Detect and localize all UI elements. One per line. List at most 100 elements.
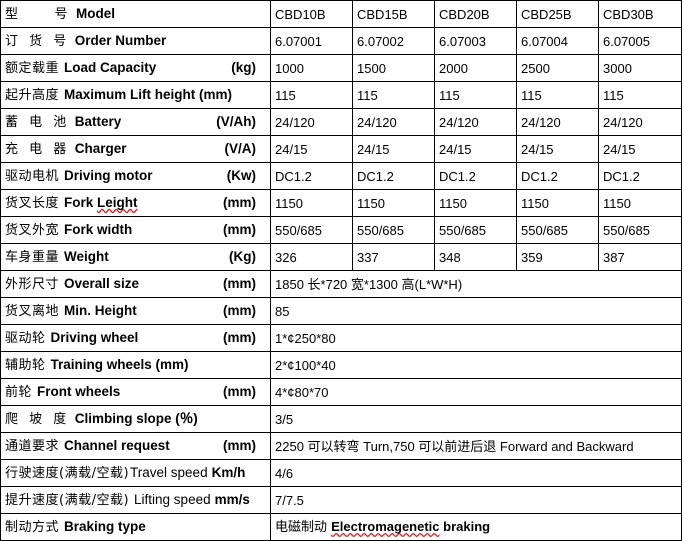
row-label-unit: (mm) xyxy=(223,384,256,399)
row-value-cell: 24/120 xyxy=(352,108,435,136)
row-value-text: 2*¢100*40 xyxy=(275,357,336,373)
row-value-merged: 3/5 xyxy=(270,405,682,433)
row-label-cn: 驱动轮 xyxy=(5,331,46,346)
row-label-cn: 车身重量 xyxy=(5,250,60,265)
row-label-cell: 额定载重 Load Capacity (kg) xyxy=(0,54,271,82)
row-label-cn: 驱动电机 xyxy=(5,169,60,184)
row-label-cell: 驱动电机 Driving motor (Kw) xyxy=(0,162,271,190)
row-value-cell: 1150 xyxy=(434,189,517,217)
row-label-unit: (V/Ah) xyxy=(216,114,256,129)
row-value-text: 85 xyxy=(275,303,290,319)
table-row: 型 号 Model CBD10B CBD15B CBD20B CBD25B CBD30B xyxy=(0,0,682,28)
row-label-en: Charger xyxy=(74,141,127,156)
row-label-cn: 制动方式 xyxy=(5,520,60,535)
row-label-en: Order Number xyxy=(74,33,167,48)
row-value-cell: 115 xyxy=(434,81,517,109)
row-value-cell: 1500 xyxy=(352,54,435,82)
row-label-en: Fork width xyxy=(64,222,133,237)
row-value-text: 1*¢250*80 xyxy=(275,330,336,346)
row-label-cell: 货叉离地 Min. Height (mm) xyxy=(0,297,271,325)
row-value-cell: 6.07001 xyxy=(270,27,353,55)
row-value-text: 7/7.5 xyxy=(275,492,304,508)
row-value-cell: 6.07003 xyxy=(434,27,517,55)
row-label-unit: Km/h xyxy=(211,465,246,480)
table-row: 驱动电机 Driving motor (Kw) DC1.2 DC1.2 DC1.2 DC1.… xyxy=(0,162,682,190)
row-value-cell: 115 xyxy=(516,81,599,109)
row-label-en: Min. Height xyxy=(64,303,137,318)
row-value-cell: 2500 xyxy=(516,54,599,82)
row-label-en: Travel speed xyxy=(130,465,208,480)
row-value-text: 4*¢80*70 xyxy=(275,384,329,400)
row-label-cell: 驱动轮 Driving wheel (mm) xyxy=(0,324,271,352)
row-value-merged: 电磁制动 Electromagenetic braking xyxy=(270,513,682,541)
row-label-cn: 起升高度 xyxy=(5,88,60,103)
row-value-cell: 6.07005 xyxy=(598,27,682,55)
row-value-merged: 7/7.5 xyxy=(270,486,682,514)
row-label-en: Battery xyxy=(74,114,122,129)
row-label-unit: (mm) xyxy=(223,438,256,453)
row-label-en: Model xyxy=(76,6,116,21)
row-label-unit: mm/s xyxy=(214,492,250,507)
row-value-cell: 550/685 xyxy=(352,216,435,244)
row-label-cell: 行驶速度(满载/空载) Travel speed Km/h xyxy=(0,459,271,487)
table-row: 额定载重 Load Capacity (kg) 1000 1500 2000 2500 300… xyxy=(0,54,682,82)
row-label-en: Maximum Lift height (mm) xyxy=(64,87,233,102)
table-row: 蓄 电 池 Battery (V/Ah) 24/120 24/120 24/120 24/1… xyxy=(0,108,682,136)
row-value-cell: CBD15B xyxy=(352,0,435,28)
table-row: 货叉离地 Min. Height (mm) 85 xyxy=(0,297,682,325)
row-value-cell: 24/120 xyxy=(516,108,599,136)
table-row: 提升速度(满载/空载) Lifting speed mm/s 7/7.5 xyxy=(0,486,682,514)
row-value-cell: CBD30B xyxy=(598,0,682,28)
row-value-cell: CBD25B xyxy=(516,0,599,28)
row-value-cell: 359 xyxy=(516,243,599,271)
row-label-cell: 货叉外宽 Fork width (mm) xyxy=(0,216,271,244)
row-label-en: Load Capacity xyxy=(64,60,157,75)
row-label-cn: 货叉长度 xyxy=(5,196,60,211)
row-value-cell: DC1.2 xyxy=(434,162,517,190)
spellcheck-word: Leight xyxy=(97,195,138,210)
row-label-cell: 型 号 Model xyxy=(0,0,271,28)
row-value-cell: 1150 xyxy=(352,189,435,217)
row-label-unit: (V/A) xyxy=(224,141,257,156)
row-value-cell: DC1.2 xyxy=(598,162,682,190)
table-row: 辅助轮 Training wheels (mm) 2*¢100*40 xyxy=(0,351,682,379)
row-value-cell: 1000 xyxy=(270,54,353,82)
row-label-unit: (mm) xyxy=(223,276,256,291)
row-value-cell: CBD20B xyxy=(434,0,517,28)
row-label-en: Braking type xyxy=(64,519,146,534)
row-label-cell: 提升速度(满载/空载) Lifting speed mm/s xyxy=(0,486,271,514)
row-value-cell: 24/15 xyxy=(598,135,682,163)
row-value-cell: 24/15 xyxy=(270,135,353,163)
row-value-cell: 1150 xyxy=(598,189,682,217)
row-label-cn: 通道要求 xyxy=(5,439,60,454)
row-label-cn: 蓄 电 池 xyxy=(5,115,70,130)
row-value-cell: 550/685 xyxy=(516,216,599,244)
row-value-cell: 337 xyxy=(352,243,435,271)
row-value-cell: 115 xyxy=(352,81,435,109)
table-row: 前轮 Front wheels (mm) 4*¢80*70 xyxy=(0,378,682,406)
row-label-cn: 货叉离地 xyxy=(5,304,60,319)
table-row: 订 货 号 Order Number 6.07001 6.07002 6.07003 6.… xyxy=(0,27,682,55)
row-value-merged: 4*¢80*70 xyxy=(270,378,682,406)
row-value-cell: 326 xyxy=(270,243,353,271)
row-label-en: Lifting speed xyxy=(134,492,211,507)
row-label-cell: 通道要求 Channel request (mm) xyxy=(0,432,271,460)
row-value-merged: 2*¢100*40 xyxy=(270,351,682,379)
row-value-merged: 85 xyxy=(270,297,682,325)
row-label-cell: 充 电 器 Charger (V/A) xyxy=(0,135,271,163)
row-label-unit: (mm) xyxy=(223,330,256,345)
row-value-cell: 2000 xyxy=(434,54,517,82)
row-label-cn: 爬 坡 度 xyxy=(5,412,70,427)
row-value-cell: DC1.2 xyxy=(516,162,599,190)
row-label-cell: 辅助轮 Training wheels (mm) xyxy=(0,351,271,379)
table-row: 驱动轮 Driving wheel (mm) 1*¢250*80 xyxy=(0,324,682,352)
row-value-text: 3/5 xyxy=(275,411,294,427)
row-value-cell: 3000 xyxy=(598,54,682,82)
row-label-cell: 制动方式 Braking type xyxy=(0,513,271,541)
row-value-cell: 6.07004 xyxy=(516,27,599,55)
row-value-cell: 115 xyxy=(270,81,353,109)
row-value-cell: 6.07002 xyxy=(352,27,435,55)
row-label-en: Overall size xyxy=(64,276,140,291)
row-value-cell: 24/120 xyxy=(270,108,353,136)
table-row: 充 电 器 Charger (V/A) 24/15 24/15 24/15 24/15 24/… xyxy=(0,135,682,163)
